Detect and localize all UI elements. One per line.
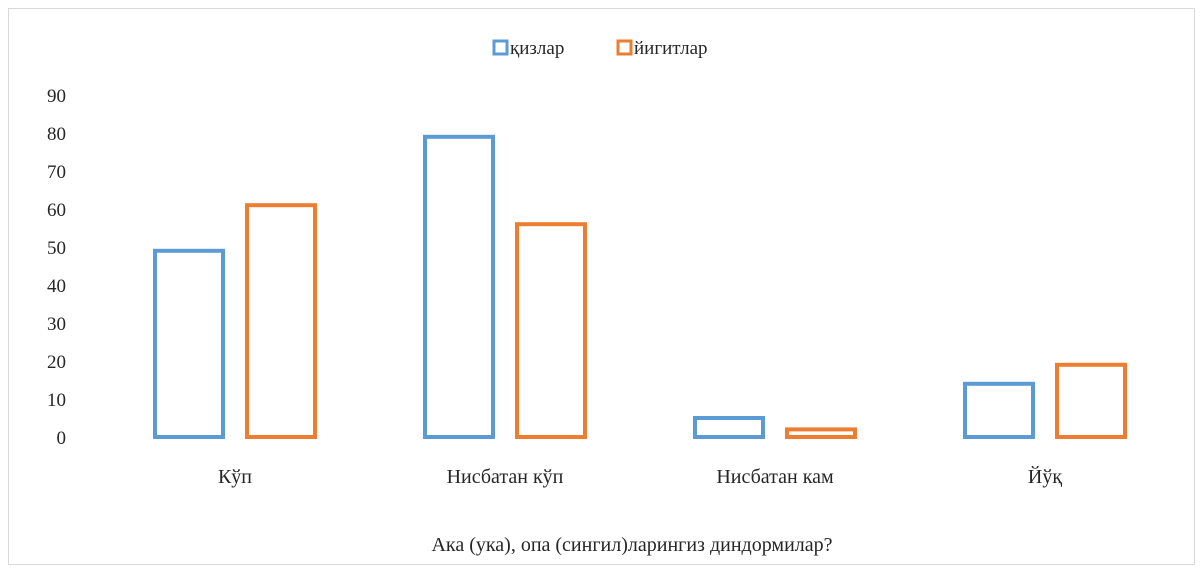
x-category-label: Нисбатан кўп (447, 466, 564, 488)
y-tick-label: 0 (57, 428, 67, 449)
bar-series-1-cat-4 (963, 381, 1035, 439)
chart-frame (8, 8, 1195, 565)
y-tick-label: 30 (47, 314, 66, 335)
y-tick-label: 60 (47, 200, 66, 221)
y-tick-label: 50 (47, 238, 66, 259)
y-tick-label: 20 (47, 352, 66, 373)
bar-series-2-cat-1 (245, 203, 317, 439)
bar-series-1-cat-1 (153, 248, 225, 439)
x-category-label: Кўп (218, 466, 252, 488)
legend-label-series-1: қизлар (510, 38, 564, 59)
x-axis: Кўп Нисбатан кўп Нисбатан кам Йўқ (218, 465, 1062, 488)
x-category-label: Нисбатан кам (716, 466, 834, 488)
bar-series-1-cat-2 (423, 134, 495, 440)
y-tick-label: 90 (47, 86, 66, 107)
legend-swatch-series-2 (616, 39, 633, 56)
y-axis: 0 10 20 30 40 50 60 70 80 90 (47, 86, 66, 449)
y-tick-label: 10 (47, 390, 66, 411)
bar-series-2-cat-2 (515, 222, 587, 439)
legend-label-series-2: йигитлар (634, 38, 708, 59)
legend: қизлар йигитлар (492, 38, 708, 59)
bars (153, 134, 1127, 440)
bar-series-1-cat-3 (693, 416, 765, 439)
y-tick-label: 40 (47, 276, 66, 297)
bar-series-2-cat-4 (1055, 362, 1127, 439)
bar-series-2-cat-3 (785, 427, 857, 439)
x-axis-title: Ака (ука), опа (сингил)ларингиз диндорми… (431, 534, 832, 556)
x-category-label: Йўқ (1028, 465, 1062, 488)
y-tick-label: 80 (47, 124, 66, 145)
legend-swatch-series-1 (492, 39, 509, 56)
y-tick-label: 70 (47, 162, 66, 183)
